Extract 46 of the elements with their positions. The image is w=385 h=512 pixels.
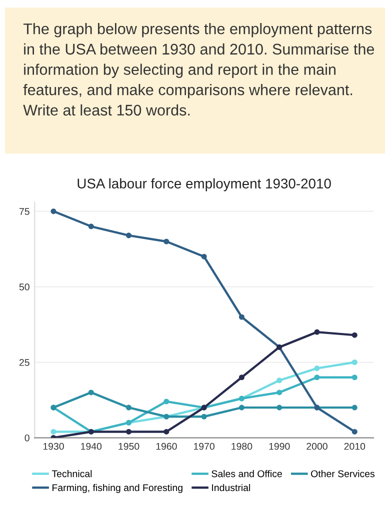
x-tick-label: 1930 — [43, 442, 64, 450]
point — [314, 374, 320, 380]
y-tick-label: 25 — [19, 359, 30, 366]
point — [164, 398, 170, 404]
point — [238, 374, 244, 380]
point — [238, 404, 244, 410]
point — [352, 404, 358, 410]
point — [126, 232, 132, 238]
text: The graph below presents the employment patterns in the USA between 1930 and 2010. Summarise the information by selecting and report in the main features, and make comparisons where relevant. Write at least 150 words. — [23, 23, 374, 116]
point — [352, 332, 358, 338]
legend-label: Industrial — [212, 484, 250, 492]
point — [314, 366, 320, 372]
x-tick-label: 2000 — [306, 442, 328, 450]
point — [276, 378, 282, 384]
x-tick-label: 1980 — [232, 442, 252, 450]
x-tick-label: 1950 — [118, 442, 140, 450]
y-tick-label: 0 — [24, 434, 30, 442]
y-tick-label: 50 — [19, 284, 30, 290]
y-tick-label: 75 — [19, 208, 30, 215]
point — [164, 428, 170, 434]
x-tick-label: 2010 — [344, 442, 366, 450]
point — [164, 238, 170, 244]
point — [238, 314, 244, 320]
point — [352, 359, 358, 366]
x-tick-label: 1990 — [269, 442, 290, 450]
legend-label: Sales and Office — [212, 470, 282, 478]
point — [352, 428, 358, 434]
point — [126, 428, 132, 434]
x-tick-label: 1960 — [156, 442, 177, 450]
point — [201, 414, 207, 420]
point — [352, 374, 358, 380]
point — [88, 390, 94, 396]
point — [276, 404, 282, 410]
legend-label: Technical — [52, 470, 92, 478]
point — [276, 390, 282, 396]
chart-title: USA labour force employment 1930-2010 — [78, 178, 331, 192]
point — [88, 224, 94, 230]
legend-label: Other Services — [311, 470, 375, 478]
point — [201, 254, 207, 260]
point — [314, 329, 320, 335]
point — [126, 404, 132, 410]
point — [50, 428, 56, 434]
x-tick-label: 1940 — [81, 442, 102, 450]
x-tick-label: 1970 — [194, 442, 214, 450]
legend-label: Farming, fishing and Foresting — [52, 484, 182, 494]
point — [50, 208, 56, 214]
